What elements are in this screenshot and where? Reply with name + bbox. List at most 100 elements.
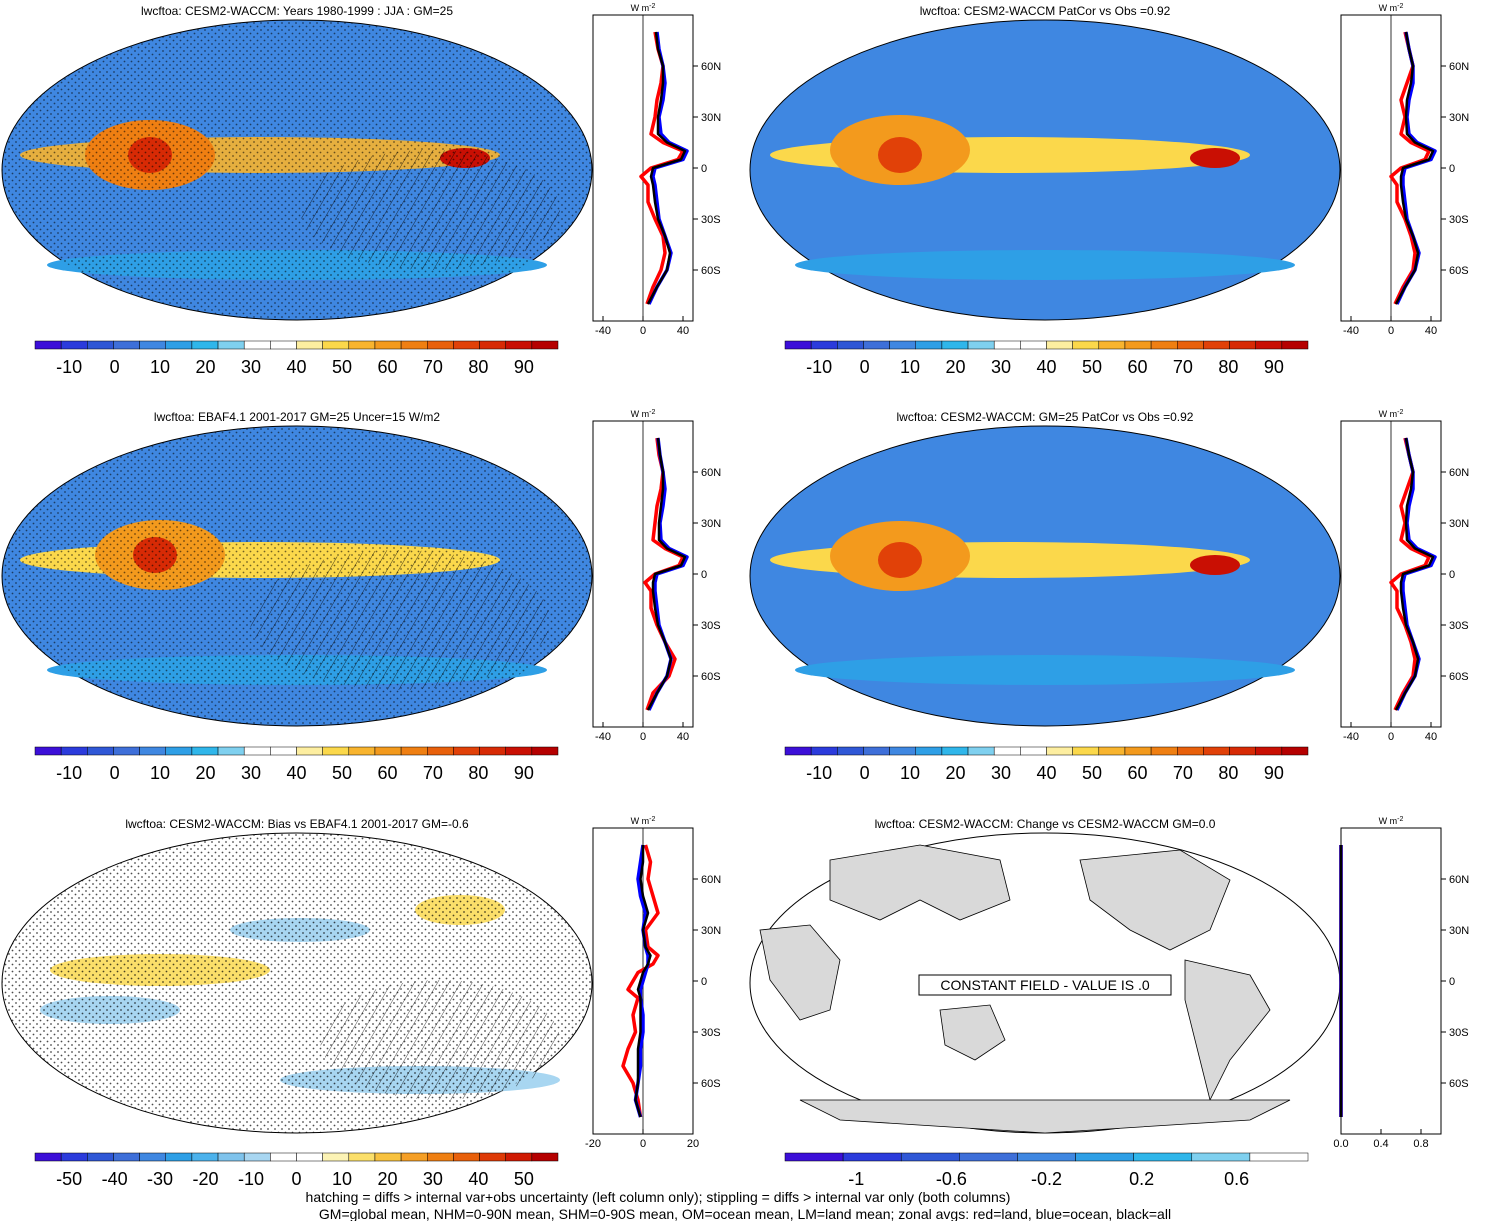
- colorbar-swatch: [322, 340, 350, 350]
- zonal-series-all: [646, 31, 687, 305]
- colorbar-swatch: [217, 340, 245, 350]
- lat-tick-label: 30S: [701, 1027, 721, 1039]
- colorbar-label: 30: [991, 357, 1011, 377]
- colorbar-label: 60: [377, 763, 397, 783]
- colorbar-swatch: [479, 1152, 506, 1162]
- colorbar-swatch: [1133, 1152, 1193, 1162]
- colorbar-swatch: [87, 340, 114, 350]
- colorbar-label: 40: [1036, 357, 1056, 377]
- colorbar-label: -10: [238, 1169, 264, 1189]
- lat-tick-label: 60N: [1449, 874, 1469, 886]
- x-tick-label: 0: [640, 1138, 646, 1150]
- colorbar-swatch: [165, 340, 193, 350]
- colorbar-swatch: [505, 340, 533, 350]
- colorbar-swatch: [1020, 340, 1047, 350]
- colorbar-swatch: [453, 746, 480, 756]
- colorbar-swatch: [1150, 746, 1178, 756]
- colorbar-swatch: [322, 746, 350, 756]
- colorbar-swatch: [165, 1152, 193, 1162]
- colorbar-label: 40: [286, 763, 306, 783]
- lat-tick-label: 60N: [701, 874, 721, 886]
- colorbar-label: -50: [56, 1169, 82, 1189]
- colorbar-label: 60: [1127, 357, 1147, 377]
- zonal-unit-label: W m-2: [631, 3, 656, 13]
- x-tick-label: 40: [1425, 325, 1437, 337]
- colorbar-swatch: [1177, 340, 1204, 350]
- colorbar-swatch: [837, 746, 864, 756]
- colorbar-label: -10: [806, 357, 832, 377]
- panel-title-5: lwcftoa: CESM2-WACCM: Bias vs EBAF4.1 20…: [125, 817, 469, 831]
- panel-title-1: lwcftoa: CESM2-WACCM: Years 1980-1999 : …: [141, 4, 453, 18]
- colorbar-swatch: [967, 340, 995, 350]
- colorbar-label: 50: [1082, 763, 1102, 783]
- colorbar-swatch: [139, 746, 167, 756]
- colorbar-label: 20: [946, 357, 966, 377]
- lat-tick-label: 30S: [1449, 214, 1469, 226]
- colorbar-swatch: [1072, 746, 1100, 756]
- colorbar-label: 40: [468, 1169, 488, 1189]
- colorbar-label: 10: [150, 763, 170, 783]
- colorbar-swatch: [1046, 340, 1073, 350]
- x-tick-label: 40: [1425, 731, 1437, 743]
- colorbar-label: 70: [1173, 763, 1193, 783]
- colorbar-swatch: [1281, 340, 1309, 350]
- map-panel-5: [1, 832, 593, 1134]
- colorbar-label: 20: [196, 763, 216, 783]
- colorbar-swatch: [270, 340, 297, 350]
- colorbar-label: 0: [860, 763, 870, 783]
- land-australia: [939, 1004, 1006, 1061]
- colorbar-swatch: [1229, 746, 1256, 756]
- lat-tick-label: 30N: [701, 518, 721, 530]
- colorbar-swatch: [322, 1152, 350, 1162]
- zonal-plot-4: W m-2 60N 30N 0 30S 60S -40 0 40: [1340, 409, 1469, 743]
- colorbar-swatch: [915, 340, 943, 350]
- colorbar-swatch: [863, 340, 890, 350]
- colorbar-swatch: [915, 746, 943, 756]
- zonal-unit-label: W m-2: [1379, 409, 1404, 419]
- lat-tick-label: 30N: [701, 112, 721, 124]
- colorbar-label: -0.2: [1031, 1169, 1062, 1189]
- colorbar-label: 0: [291, 1169, 301, 1189]
- colorbar-label: 50: [514, 1169, 534, 1189]
- colorbar-swatch: [959, 1152, 1018, 1162]
- colorbar-swatch: [60, 340, 88, 350]
- colorbar-label: 70: [423, 763, 443, 783]
- footer-line-1: hatching = diffs > internal var+obs unce…: [306, 1189, 1011, 1205]
- colorbar-swatch: [139, 1152, 167, 1162]
- lat-tick-label: 60S: [701, 671, 721, 683]
- zonal-plot-5: W m-2 60N 30N 0 30S 60S -20 0 20: [585, 816, 721, 1150]
- colorbar-swatch: [837, 340, 864, 350]
- colorbar-swatch: [1203, 746, 1230, 756]
- colorbar-label: 40: [1036, 763, 1056, 783]
- colorbar-swatch: [967, 746, 995, 756]
- colorbar-label: 50: [1082, 357, 1102, 377]
- lat-tick-label: 60S: [1449, 671, 1469, 683]
- colorbar-swatch: [1020, 746, 1047, 756]
- colorbar-label: -10: [56, 357, 82, 377]
- central-america-max: [1190, 148, 1240, 168]
- colorbar-label: 0: [110, 357, 120, 377]
- x-tick-label: 40: [677, 325, 689, 337]
- colorbar-label: -10: [806, 763, 832, 783]
- colorbar-4: -10 0 10 20 30 40 50 60 70 80 90: [784, 746, 1309, 783]
- colorbar-label: 0.6: [1224, 1169, 1249, 1189]
- x-tick-label: -20: [585, 1138, 601, 1150]
- hatch-overlay: [300, 150, 560, 270]
- x-tick-label: -40: [595, 731, 611, 743]
- lat-tick-label: 60S: [1449, 1078, 1469, 1090]
- colorbar-label: -20: [193, 1169, 219, 1189]
- zonal-plot-3: W m-2 60N 30N 0 30S 60S -40 0 40: [592, 409, 721, 743]
- colorbar-5: -50 -40 -30 -20 -10 0 10 20 30 40 50: [34, 1152, 559, 1189]
- colorbar-swatch: [784, 746, 812, 756]
- colorbar-label: 40: [286, 357, 306, 377]
- colorbar-label: 10: [900, 357, 920, 377]
- colorbar-swatch: [531, 340, 559, 350]
- lat-tick-label: 30N: [701, 925, 721, 937]
- zonal-unit-exponent: -2: [649, 3, 655, 10]
- colorbar-label: 50: [332, 357, 352, 377]
- colorbar-label: 10: [332, 1169, 352, 1189]
- colorbar-swatch: [479, 340, 506, 350]
- hatch-overlay: [320, 980, 560, 1100]
- colorbar-swatch: [842, 1152, 902, 1162]
- colorbar-swatch: [296, 340, 323, 350]
